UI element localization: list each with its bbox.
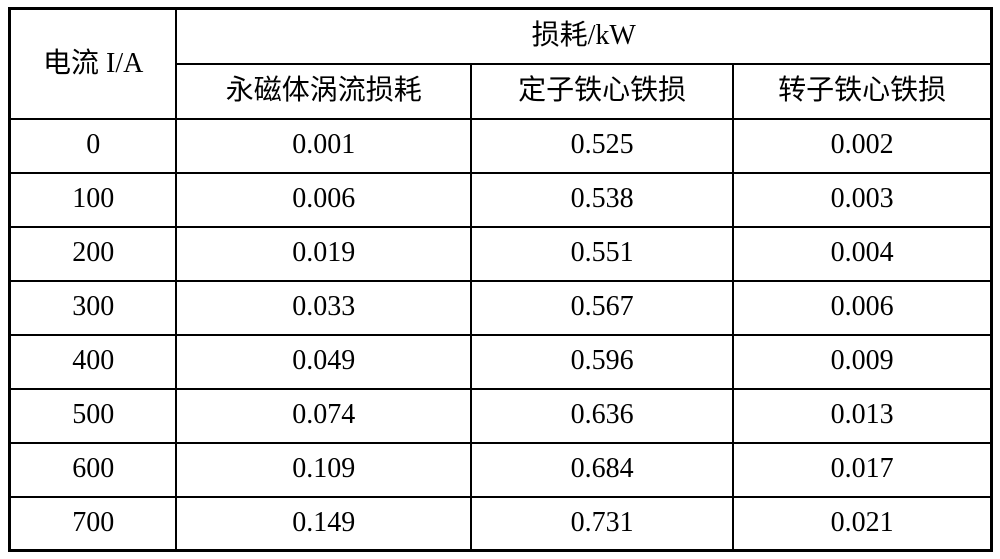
header-row-sub: 永磁体涡流损耗 定子铁心铁损 转子铁心铁损: [10, 62, 993, 120]
cell-rotor-core-loss: 0.021: [732, 495, 993, 552]
cell-rotor-core-loss: 0.013: [732, 387, 993, 444]
loss-table: 电流 I/A 损耗/kW 永磁体涡流损耗 定子铁心铁损 转子铁心铁损 0 0.0…: [8, 7, 993, 552]
table-row: 700 0.149 0.731 0.021: [8, 495, 993, 552]
cell-magnet-eddy-loss: 0.074: [175, 387, 473, 444]
table-header: 电流 I/A 损耗/kW 永磁体涡流损耗 定子铁心铁损 转子铁心铁损: [8, 7, 993, 120]
cell-current: 500: [8, 387, 178, 444]
cell-magnet-eddy-loss: 0.033: [175, 279, 473, 336]
cell-magnet-eddy-loss: 0.006: [175, 171, 473, 228]
table-row: 200 0.019 0.551 0.004: [8, 225, 993, 282]
cell-magnet-eddy-loss: 0.109: [175, 441, 473, 498]
cell-magnet-eddy-loss: 0.019: [175, 225, 473, 282]
cell-rotor-core-loss: 0.006: [732, 279, 993, 336]
cell-stator-core-loss: 0.636: [470, 387, 735, 444]
cell-stator-core-loss: 0.596: [470, 333, 735, 390]
cell-stator-core-loss: 0.684: [470, 441, 735, 498]
cell-current: 0: [8, 117, 178, 174]
table-row: 400 0.049 0.596 0.009: [8, 333, 993, 390]
table-row: 0 0.001 0.525 0.002: [8, 117, 993, 174]
header-row-group: 电流 I/A 损耗/kW: [8, 7, 993, 120]
table-row: 100 0.006 0.538 0.003: [8, 171, 993, 228]
cell-rotor-core-loss: 0.002: [732, 117, 993, 174]
cell-current: 200: [8, 225, 178, 282]
cell-stator-core-loss: 0.551: [470, 225, 735, 282]
table-body: 0 0.001 0.525 0.002 100 0.006 0.538 0.00…: [8, 117, 993, 552]
cell-rotor-core-loss: 0.004: [732, 225, 993, 282]
cell-current: 400: [8, 333, 178, 390]
cell-current: 300: [8, 279, 178, 336]
subheader-magnet-eddy-loss: 永磁体涡流损耗: [175, 62, 473, 120]
cell-current: 700: [8, 495, 178, 552]
cell-stator-core-loss: 0.731: [470, 495, 735, 552]
cell-rotor-core-loss: 0.017: [732, 441, 993, 498]
cell-current: 600: [8, 441, 178, 498]
cell-stator-core-loss: 0.567: [470, 279, 735, 336]
table-row: 500 0.074 0.636 0.013: [8, 387, 993, 444]
table-row: 600 0.109 0.684 0.017: [8, 441, 993, 498]
loss-group-header: 损耗/kW: [175, 7, 993, 65]
table-row: 300 0.033 0.567 0.006: [8, 279, 993, 336]
current-column-header: 电流 I/A: [8, 7, 178, 120]
cell-stator-core-loss: 0.525: [470, 117, 735, 174]
cell-stator-core-loss: 0.538: [470, 171, 735, 228]
cell-rotor-core-loss: 0.009: [732, 333, 993, 390]
subheader-rotor-core-loss: 转子铁心铁损: [732, 62, 993, 120]
cell-rotor-core-loss: 0.003: [732, 171, 993, 228]
subheader-stator-core-loss: 定子铁心铁损: [470, 62, 735, 120]
cell-magnet-eddy-loss: 0.001: [175, 117, 473, 174]
cell-current: 100: [8, 171, 178, 228]
cell-magnet-eddy-loss: 0.149: [175, 495, 473, 552]
cell-magnet-eddy-loss: 0.049: [175, 333, 473, 390]
